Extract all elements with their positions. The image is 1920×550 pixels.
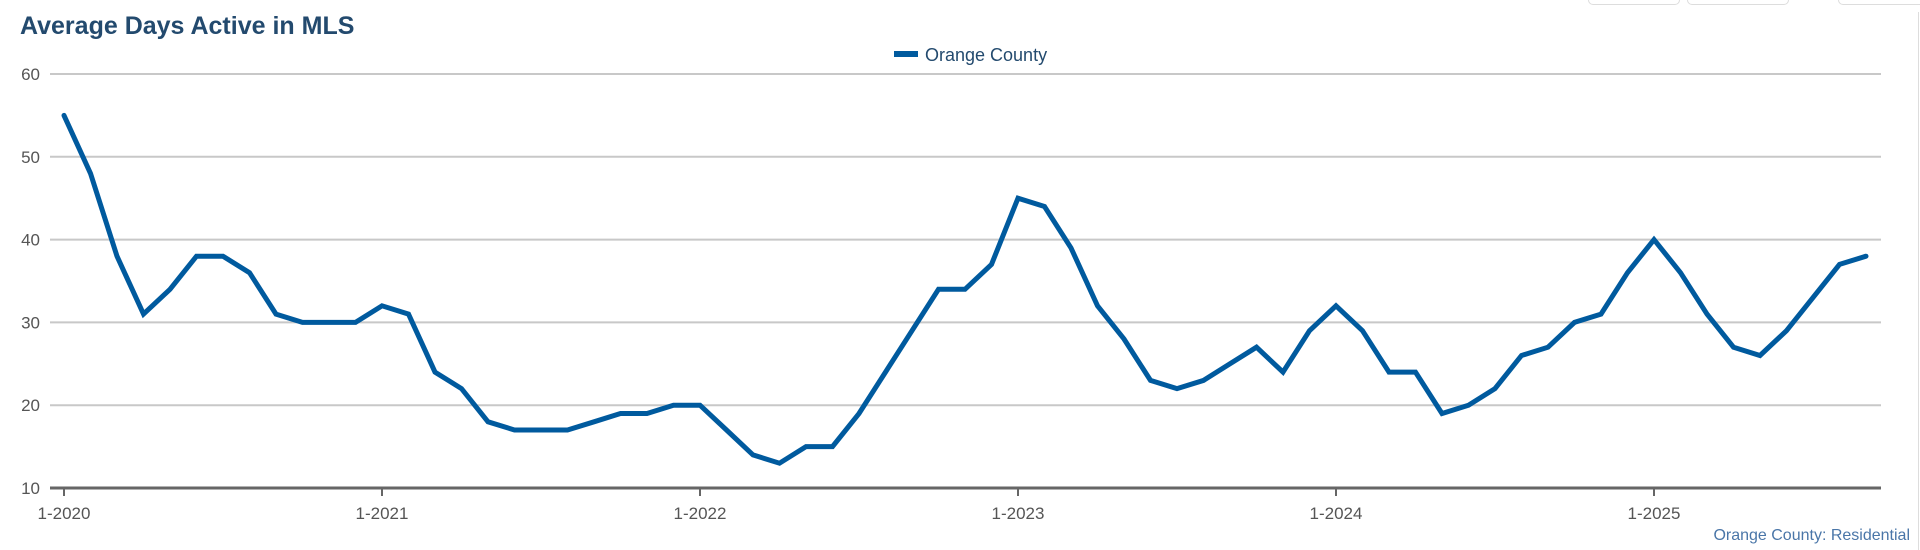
x-tick-label: 1-2024	[1310, 504, 1363, 523]
data-point[interactable]	[1201, 378, 1206, 383]
data-point[interactable]	[1387, 370, 1391, 375]
data-point[interactable]	[963, 287, 967, 292]
data-point[interactable]	[1837, 262, 1842, 267]
data-point[interactable]	[1758, 353, 1762, 358]
data-point[interactable]	[141, 312, 146, 317]
data-point[interactable]	[777, 461, 782, 466]
data-point[interactable]	[300, 320, 305, 325]
chart-title: Average Days Active in MLS	[20, 12, 355, 40]
data-point[interactable]	[645, 411, 649, 416]
data-point[interactable]	[62, 113, 66, 118]
data-point[interactable]	[936, 287, 941, 292]
data-point[interactable]	[1069, 245, 1073, 250]
data-point[interactable]	[1042, 204, 1047, 209]
x-tick-label: 1-2025	[1628, 504, 1681, 523]
y-tick-label: 20	[21, 396, 40, 415]
data-point[interactable]	[1784, 328, 1789, 333]
series-layer	[61, 112, 1869, 466]
data-point[interactable]	[883, 370, 888, 375]
data-point[interactable]	[565, 428, 570, 433]
data-point[interactable]	[1705, 312, 1709, 317]
data-point[interactable]	[751, 452, 755, 457]
y-tick-label: 40	[21, 231, 40, 250]
data-point[interactable]	[1334, 303, 1338, 308]
data-point[interactable]	[539, 428, 543, 433]
data-point[interactable]	[671, 403, 676, 408]
data-point[interactable]	[194, 254, 199, 259]
data-point[interactable]	[380, 303, 384, 308]
data-point[interactable]	[1864, 254, 1868, 259]
data-point[interactable]	[1493, 386, 1497, 391]
chart-option-button[interactable]	[1838, 0, 1920, 5]
data-point[interactable]	[433, 370, 437, 375]
data-point[interactable]	[88, 171, 93, 176]
data-point[interactable]	[1360, 328, 1365, 333]
x-tick-label: 1-2021	[356, 504, 409, 523]
gridlines	[50, 73, 1881, 407]
data-point[interactable]	[1254, 345, 1259, 350]
data-point[interactable]	[221, 254, 225, 259]
data-point[interactable]	[1519, 353, 1524, 358]
data-point[interactable]	[724, 428, 729, 433]
data-point[interactable]	[830, 444, 835, 449]
data-point[interactable]	[698, 403, 702, 408]
data-point[interactable]	[459, 386, 464, 391]
x-tick-label: 1-2022	[674, 504, 727, 523]
data-point[interactable]	[327, 320, 331, 325]
legend-label[interactable]: Orange County	[925, 45, 1047, 65]
data-point[interactable]	[1572, 320, 1577, 325]
data-point[interactable]	[857, 411, 861, 416]
data-point[interactable]	[1599, 312, 1603, 317]
data-point[interactable]	[592, 419, 596, 424]
data-point[interactable]	[115, 254, 119, 259]
data-point[interactable]	[168, 287, 172, 292]
legend-swatch	[894, 51, 918, 57]
data-point[interactable]	[989, 262, 994, 267]
data-point[interactable]	[1625, 270, 1630, 275]
data-point[interactable]	[1466, 403, 1471, 408]
data-point[interactable]	[804, 444, 808, 449]
x-axis: 1-2020 1-2021 1-2022 1-2023 1-2024 1-2025	[38, 486, 1881, 523]
panel-border	[1918, 12, 1919, 550]
data-point[interactable]	[618, 411, 623, 416]
data-point[interactable]	[1731, 345, 1736, 350]
y-tick-label: 60	[21, 65, 40, 84]
chart-credit: Orange County: Residential	[1713, 527, 1910, 544]
data-point[interactable]	[910, 328, 914, 333]
data-point[interactable]	[1811, 295, 1815, 300]
data-point[interactable]	[1095, 303, 1100, 308]
data-point[interactable]	[247, 270, 252, 275]
data-point[interactable]	[1413, 370, 1418, 375]
y-tick-label: 30	[21, 313, 40, 332]
data-point[interactable]	[1175, 386, 1179, 391]
data-point[interactable]	[1440, 411, 1444, 416]
data-point[interactable]	[353, 320, 358, 325]
data-point[interactable]	[1228, 361, 1232, 366]
data-point[interactable]	[406, 312, 411, 317]
data-point[interactable]	[274, 312, 278, 317]
data-point[interactable]	[1546, 345, 1550, 350]
data-point[interactable]	[1122, 336, 1126, 341]
legend[interactable]: Orange County	[894, 45, 1047, 65]
data-point[interactable]	[512, 428, 517, 433]
y-tick-label: 10	[21, 479, 40, 498]
data-point[interactable]	[486, 419, 490, 424]
data-point[interactable]	[1678, 270, 1683, 275]
data-point[interactable]	[1016, 196, 1020, 201]
y-axis: 10 20 30 40 50 60	[21, 65, 40, 498]
x-tick-label: 1-2020	[38, 504, 91, 523]
data-point[interactable]	[1307, 328, 1312, 333]
data-point[interactable]	[1281, 370, 1285, 375]
data-point[interactable]	[1652, 237, 1656, 242]
x-tick-label: 1-2023	[992, 504, 1045, 523]
y-tick-label: 50	[21, 148, 40, 167]
data-point[interactable]	[1148, 378, 1153, 383]
